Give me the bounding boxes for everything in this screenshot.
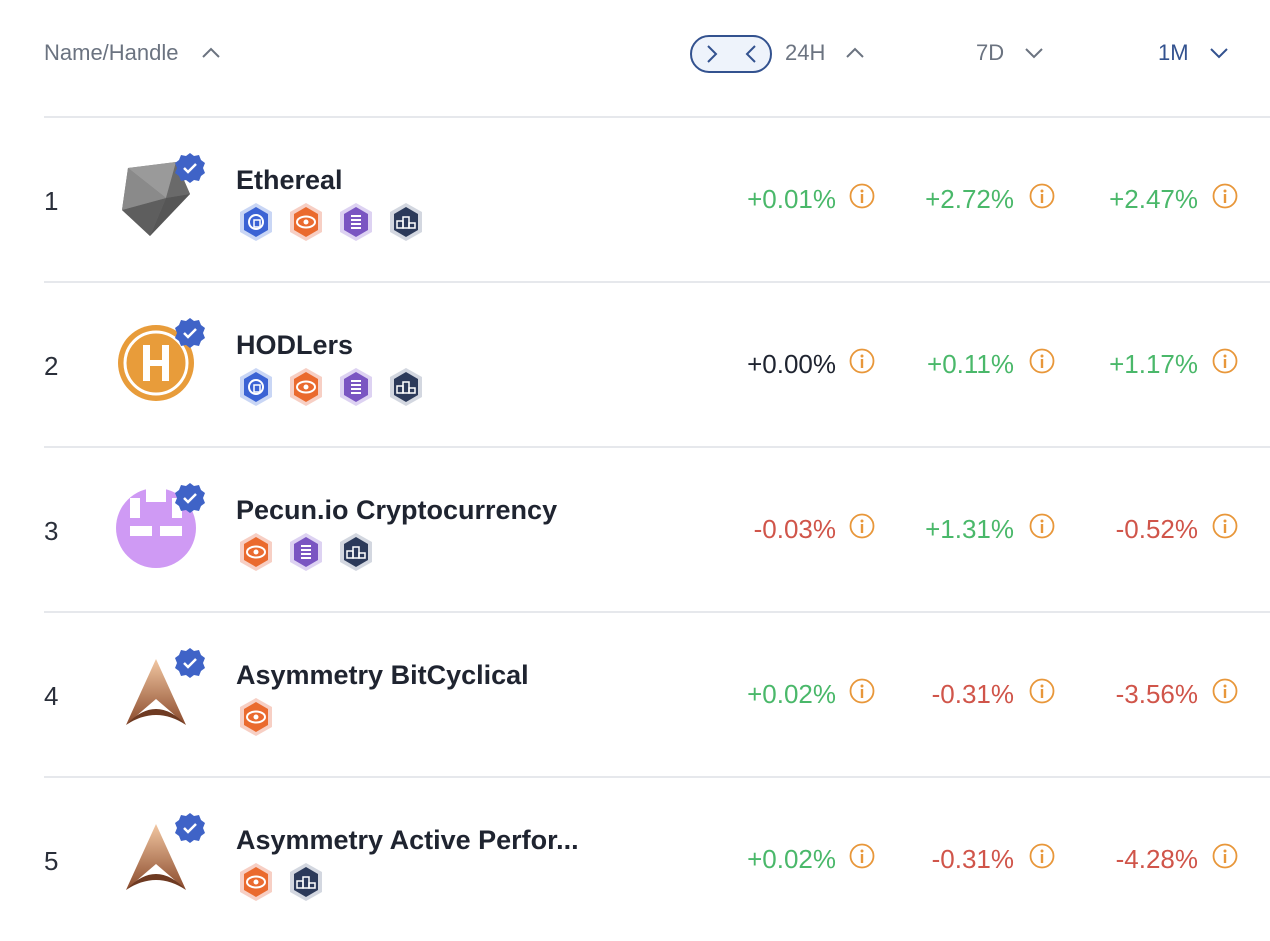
rank-number: 1 bbox=[44, 186, 59, 216]
info-icon[interactable] bbox=[849, 183, 875, 209]
sort-24h[interactable]: 24H bbox=[785, 40, 865, 66]
asymmetry-logo-icon bbox=[126, 824, 186, 890]
sort-1m[interactable]: 1M bbox=[1158, 40, 1229, 66]
info-icon[interactable] bbox=[849, 348, 875, 374]
change-24h: +0.02% bbox=[747, 844, 836, 874]
eye-badge-icon[interactable] bbox=[236, 532, 276, 572]
verified-badge-icon bbox=[175, 153, 205, 183]
leaderboard-list: 1 Ethereal +0.01% +2.72% bbox=[44, 116, 1270, 941]
table-row[interactable]: 1 Ethereal +0.01% +2.72% bbox=[44, 116, 1270, 281]
list-badge-icon[interactable] bbox=[286, 532, 326, 572]
chevron-left-icon bbox=[745, 45, 756, 63]
change-24h: +0.00% bbox=[747, 349, 836, 379]
badge-list bbox=[236, 862, 326, 902]
name-handle-label: Name/Handle bbox=[44, 40, 179, 65]
podium-badge-icon[interactable] bbox=[336, 532, 376, 572]
info-icon[interactable] bbox=[849, 678, 875, 704]
pecun-logo-icon bbox=[116, 488, 196, 568]
table-row[interactable]: 5 Asymmetry Active Perfor... +0.02% -0.3… bbox=[44, 776, 1270, 941]
eye-badge-icon[interactable] bbox=[286, 367, 326, 407]
verified-badge-icon bbox=[175, 483, 205, 513]
info-icon[interactable] bbox=[1212, 513, 1238, 539]
change-7d: -0.31% bbox=[931, 844, 1014, 874]
verified-badge-icon bbox=[175, 318, 205, 348]
eye-badge-icon[interactable] bbox=[236, 862, 276, 902]
info-icon[interactable] bbox=[1212, 843, 1238, 869]
badge-list bbox=[236, 367, 426, 407]
rank-number: 4 bbox=[44, 681, 59, 711]
change-1m: +1.17% bbox=[1109, 349, 1198, 379]
podium-badge-icon[interactable] bbox=[286, 862, 326, 902]
handle-name[interactable]: Asymmetry Active Perfor... bbox=[236, 825, 579, 855]
change-7d: -0.31% bbox=[931, 679, 1014, 709]
list-badge-icon[interactable] bbox=[336, 202, 376, 242]
verified-badge-icon bbox=[175, 648, 205, 678]
chevron-down-icon bbox=[1209, 48, 1228, 59]
badge-list bbox=[236, 697, 276, 737]
rank-number: 5 bbox=[44, 846, 59, 876]
table-row[interactable]: 3 Pecun.io Cryptocurrency -0.03% +1.31% bbox=[44, 446, 1270, 611]
info-icon[interactable] bbox=[1029, 348, 1055, 374]
handle-name[interactable]: Ethereal bbox=[236, 165, 343, 195]
change-24h: +0.02% bbox=[747, 679, 836, 709]
info-icon[interactable] bbox=[1029, 843, 1055, 869]
col-1m-label: 1M bbox=[1158, 40, 1189, 65]
change-1m: -4.28% bbox=[1115, 844, 1198, 874]
sort-7d[interactable]: 7D bbox=[976, 40, 1044, 66]
column-scroll-toggle[interactable] bbox=[690, 35, 772, 73]
table-row[interactable]: 4 Asymmetry BitCyclical +0.02% -0.31% -3… bbox=[44, 611, 1270, 776]
handle-name[interactable]: Pecun.io Cryptocurrency bbox=[236, 495, 558, 525]
badge-list bbox=[236, 202, 426, 242]
rank-number: 2 bbox=[44, 351, 59, 381]
col-7d-label: 7D bbox=[976, 40, 1005, 65]
change-24h: +0.01% bbox=[747, 184, 836, 214]
change-7d: +2.72% bbox=[925, 184, 1014, 214]
verified-badge-icon bbox=[175, 813, 205, 843]
eye-badge-icon[interactable] bbox=[286, 202, 326, 242]
info-icon[interactable] bbox=[849, 843, 875, 869]
gem-logo-icon bbox=[122, 162, 190, 236]
info-icon[interactable] bbox=[1212, 348, 1238, 374]
chevron-right-icon bbox=[706, 45, 717, 63]
podium-badge-icon[interactable] bbox=[386, 202, 426, 242]
info-icon[interactable] bbox=[849, 513, 875, 539]
info-icon[interactable] bbox=[1212, 678, 1238, 704]
rank-number: 3 bbox=[44, 516, 59, 546]
change-24h: -0.03% bbox=[753, 514, 836, 544]
col-24h-label: 24H bbox=[785, 40, 826, 65]
handle-name[interactable]: HODLers bbox=[236, 330, 354, 360]
asymmetry-logo-icon bbox=[126, 659, 186, 725]
chevron-up-icon bbox=[201, 47, 220, 58]
change-7d: +0.11% bbox=[927, 349, 1014, 379]
badge-list bbox=[236, 532, 376, 572]
shield-badge-icon[interactable] bbox=[236, 202, 276, 242]
info-icon[interactable] bbox=[1029, 678, 1055, 704]
handle-name[interactable]: Asymmetry BitCyclical bbox=[236, 660, 529, 690]
chevron-up-icon bbox=[846, 47, 865, 58]
change-1m: +2.47% bbox=[1109, 184, 1198, 214]
h-coin-logo-icon bbox=[118, 325, 194, 401]
podium-badge-icon[interactable] bbox=[386, 367, 426, 407]
change-1m: -3.56% bbox=[1115, 679, 1198, 709]
info-icon[interactable] bbox=[1029, 183, 1055, 209]
eye-badge-icon[interactable] bbox=[236, 697, 276, 737]
list-badge-icon[interactable] bbox=[336, 367, 376, 407]
sort-name-handle[interactable]: Name/Handle bbox=[44, 40, 221, 66]
chevron-down-icon bbox=[1025, 48, 1043, 59]
change-1m: -0.52% bbox=[1115, 514, 1198, 544]
table-row[interactable]: 2 HODLers +0.00% +0.11% bbox=[44, 281, 1270, 446]
info-icon[interactable] bbox=[1029, 513, 1055, 539]
shield-badge-icon[interactable] bbox=[236, 367, 276, 407]
info-icon[interactable] bbox=[1212, 183, 1238, 209]
table-header: Name/Handle 24H 7D 1M bbox=[0, 0, 1270, 116]
change-7d: +1.31% bbox=[925, 514, 1014, 544]
